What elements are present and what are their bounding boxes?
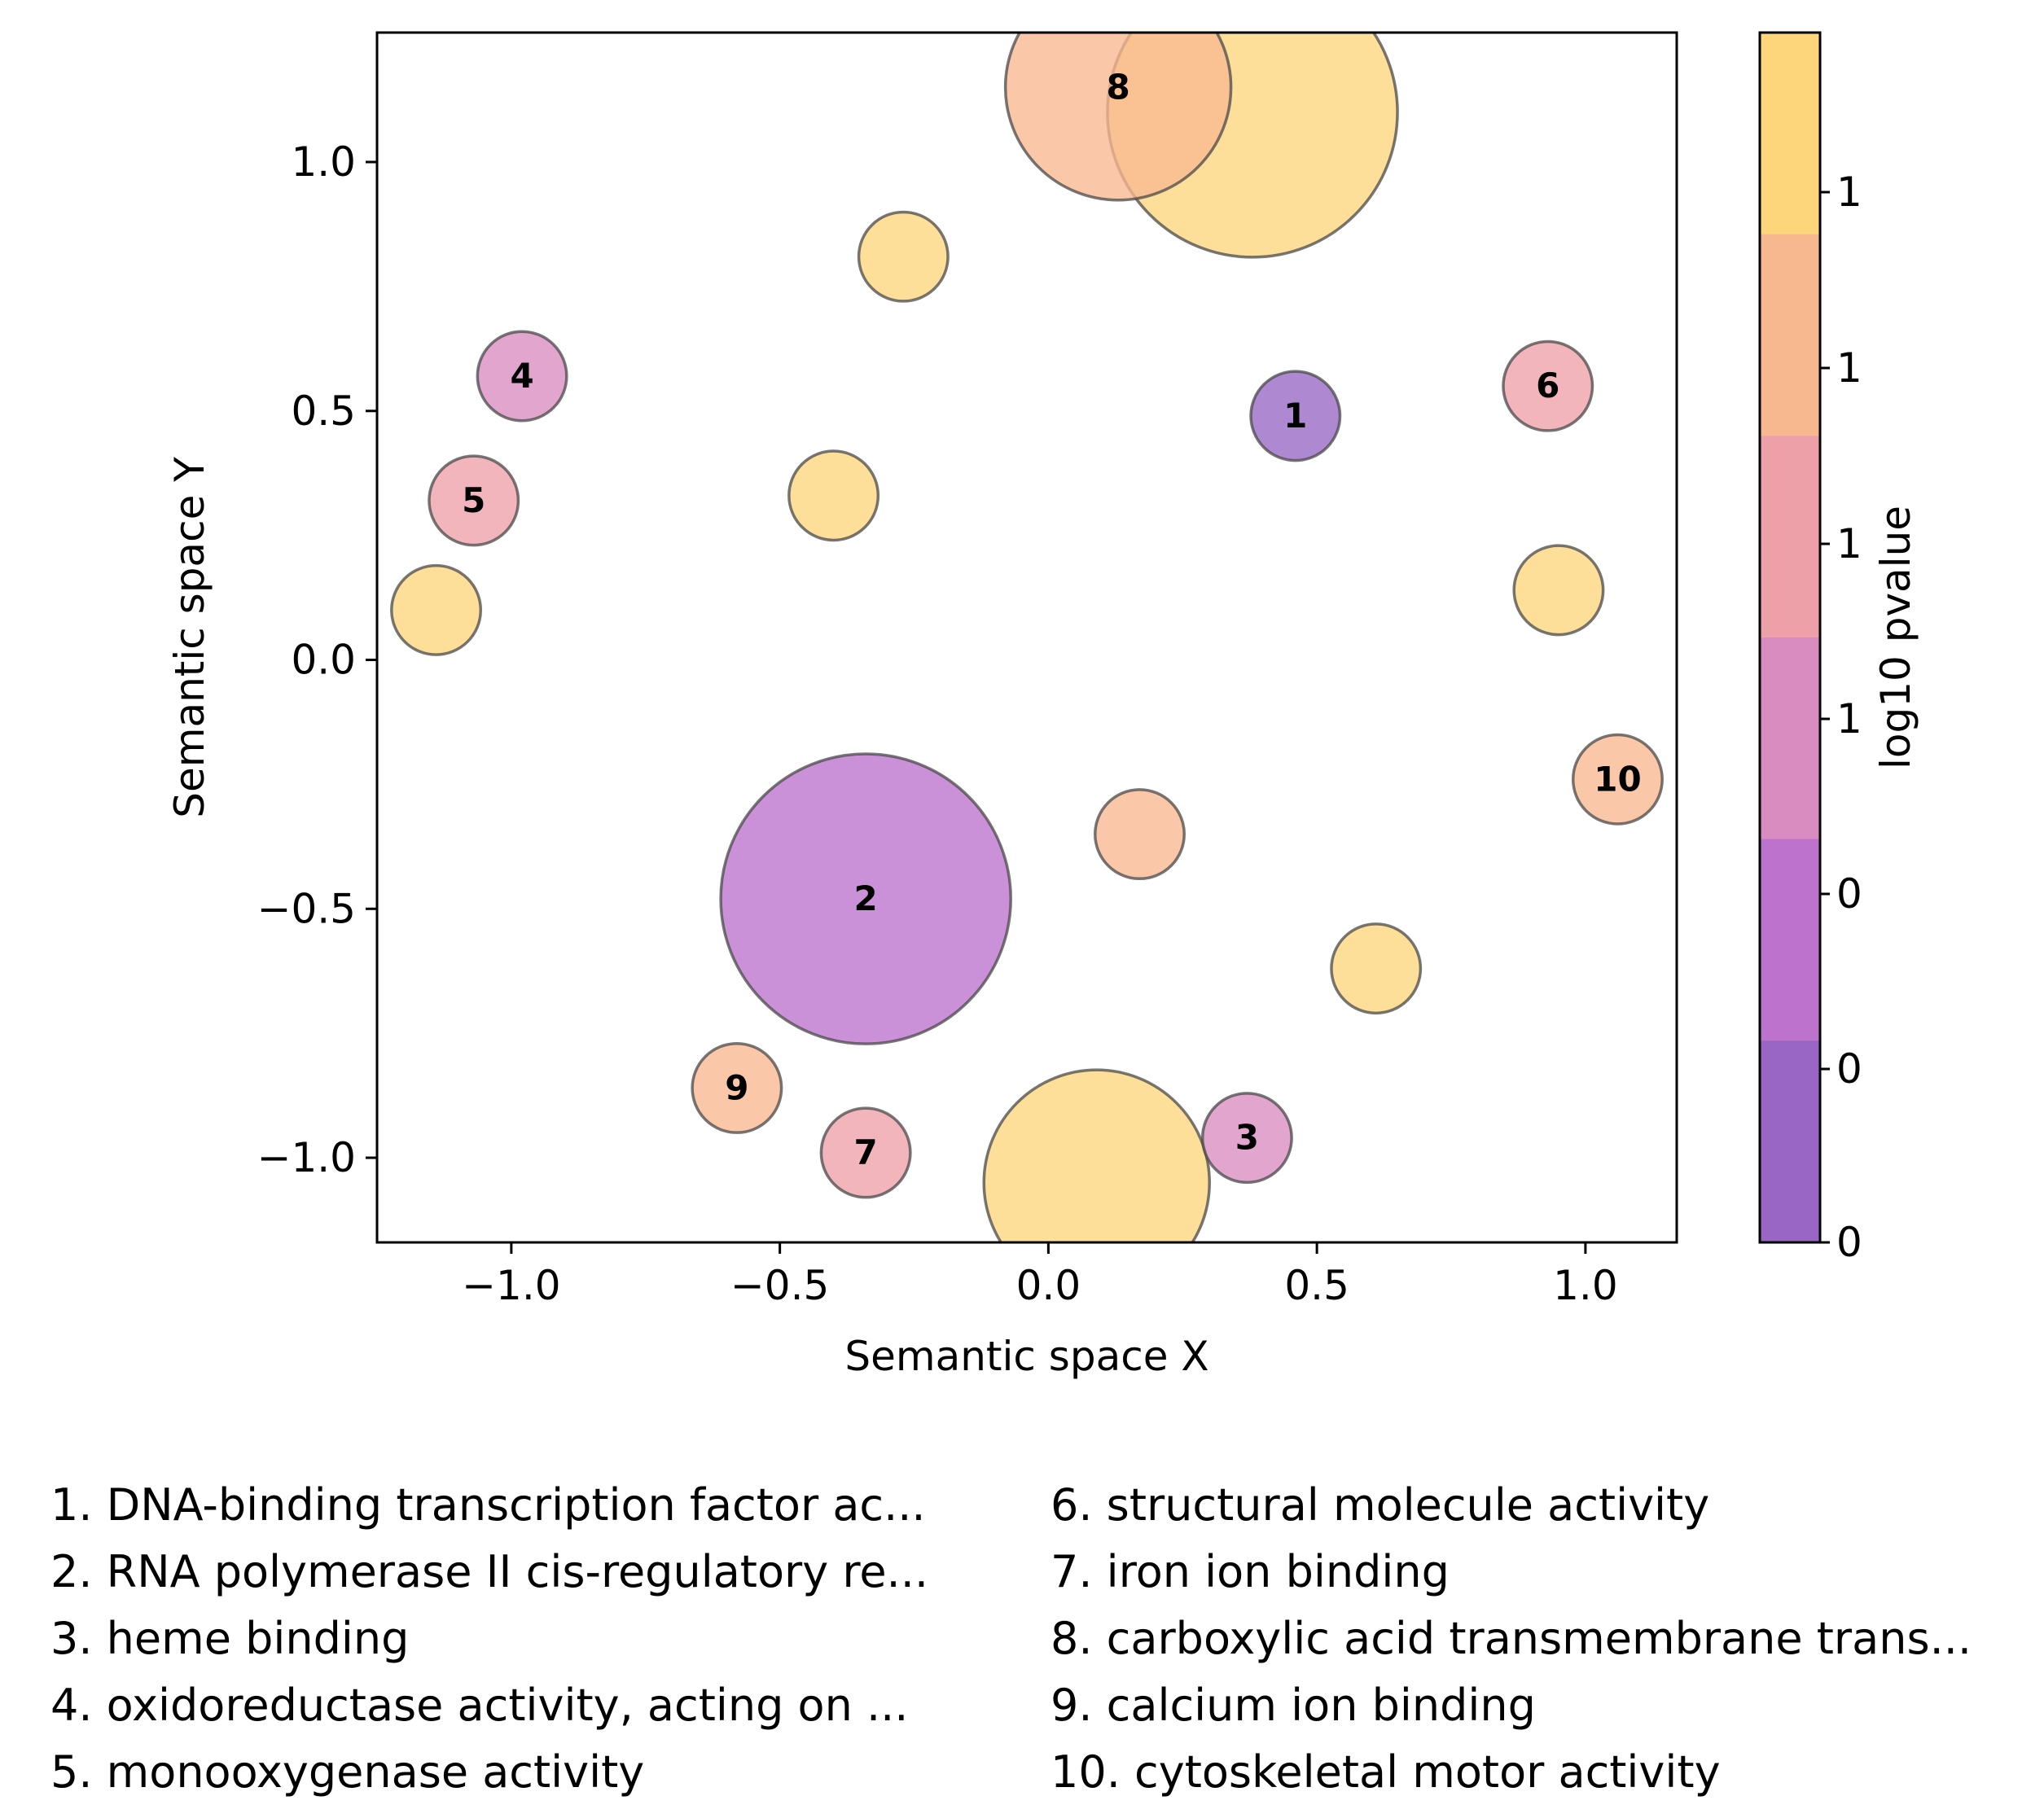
plot-frame	[375, 31, 1678, 1244]
bubble-label: 10	[1594, 759, 1641, 799]
bubble-point	[787, 449, 880, 542]
bubble-labels-layer: 8 4 1 6 5 10 2 9 7 3	[462, 67, 1642, 1172]
bubble-point	[719, 752, 1012, 1045]
colorbar-tick-label: 1	[1836, 344, 1862, 392]
colorbar-tick-label: 1	[1836, 695, 1862, 743]
bubble-point	[1512, 544, 1605, 637]
bubble-point	[1571, 733, 1664, 826]
legend-item: 4. oxidoreductase activity, acting on ..…	[50, 1680, 909, 1731]
legend-item: 8. carboxylic acid transmembrane trans..…	[1051, 1613, 1972, 1664]
colorbar-segment	[1760, 839, 1820, 1041]
y-axis-ticks: 1.0 0.5 0.0 −0.5 −1.0	[257, 138, 377, 1181]
bubble-label: 6	[1536, 366, 1559, 405]
bubble-label: 1	[1283, 396, 1307, 436]
colorbar-frame	[1758, 31, 1822, 1244]
bubble-point	[1003, 33, 1233, 202]
bubble-label: 5	[462, 480, 485, 520]
bubble-point	[476, 330, 568, 423]
colorbar-segment	[1760, 33, 1820, 235]
legend-item: 1. DNA-binding transcription factor ac..…	[50, 1479, 926, 1531]
bubble-label: 7	[854, 1132, 878, 1172]
bubble-point	[857, 210, 950, 303]
colorbar: 1 1 1 1 0 0 0	[1758, 31, 1862, 1266]
colorbar-tick-label: 0	[1836, 1219, 1862, 1266]
y-tick-label: 0.0	[291, 637, 356, 684]
colorbar-segment	[1760, 637, 1820, 840]
bubble-point	[390, 563, 483, 656]
x-tick-label: −0.5	[730, 1262, 829, 1309]
y-tick-label: 0.5	[291, 388, 356, 435]
x-tick-label: 0.0	[1016, 1262, 1081, 1309]
x-axis-label: Semantic space X	[844, 1333, 1208, 1380]
colorbar-tick-label: 1	[1836, 520, 1862, 567]
bubbles-layer	[390, 33, 1664, 1242]
y-axis-label: Semantic space Y	[166, 457, 213, 818]
bubble-point	[428, 454, 520, 547]
colorbar-tick-label: 1	[1836, 169, 1862, 216]
bubble-label: 2	[854, 878, 878, 918]
legend-column-right: 6. structural molecule activity 7. iron …	[1051, 1472, 1972, 1806]
legend-item: 3. heme binding	[50, 1613, 410, 1664]
legend-column-left: 1. DNA-binding transcription factor ac..…	[50, 1472, 928, 1806]
x-axis-ticks: −1.0 −0.5 0.0 0.5 1.0	[462, 1242, 1618, 1309]
colorbar-tick-label: 0	[1836, 1045, 1862, 1093]
colorbar-segment	[1760, 436, 1820, 638]
x-tick-label: 0.5	[1284, 1262, 1349, 1309]
legend-item: 7. iron ion binding	[1051, 1546, 1450, 1597]
legend-item: 10. cytoskeletal motor activity	[1051, 1746, 1721, 1798]
colorbar-tick-label: 0	[1836, 870, 1862, 918]
bubble-label: 8	[1106, 67, 1129, 107]
y-tick-label: 1.0	[291, 138, 356, 186]
legend-item: 5. monooxygenase activity	[50, 1746, 645, 1798]
legend-item: 6. structural molecule activity	[1051, 1479, 1710, 1531]
bubble-point	[1249, 370, 1342, 462]
bubble-point	[982, 1068, 1211, 1242]
legend-item: 2. RNA polymerase II cis-regulatory re..…	[50, 1546, 929, 1597]
bubble-point	[691, 1041, 783, 1134]
bubble-point	[819, 1106, 912, 1199]
x-tick-label: −1.0	[462, 1262, 560, 1309]
bubble-label: 3	[1235, 1118, 1259, 1158]
bubble-point	[1094, 788, 1186, 881]
colorbar-segment	[1760, 1040, 1820, 1243]
y-tick-label: −1.0	[257, 1134, 356, 1181]
x-tick-label: 1.0	[1553, 1262, 1618, 1309]
legend-item: 9. calcium ion binding	[1051, 1680, 1536, 1731]
bubble-point	[1502, 340, 1594, 432]
bubble-label: 4	[510, 356, 533, 396]
bubble-label: 9	[725, 1067, 748, 1107]
bubble-point	[1200, 1092, 1293, 1185]
colorbar-label: log10 pvalue	[1872, 506, 1919, 769]
bubble-point	[1330, 922, 1423, 1015]
colorbar-segment	[1760, 234, 1820, 436]
y-tick-label: −0.5	[257, 885, 356, 932]
